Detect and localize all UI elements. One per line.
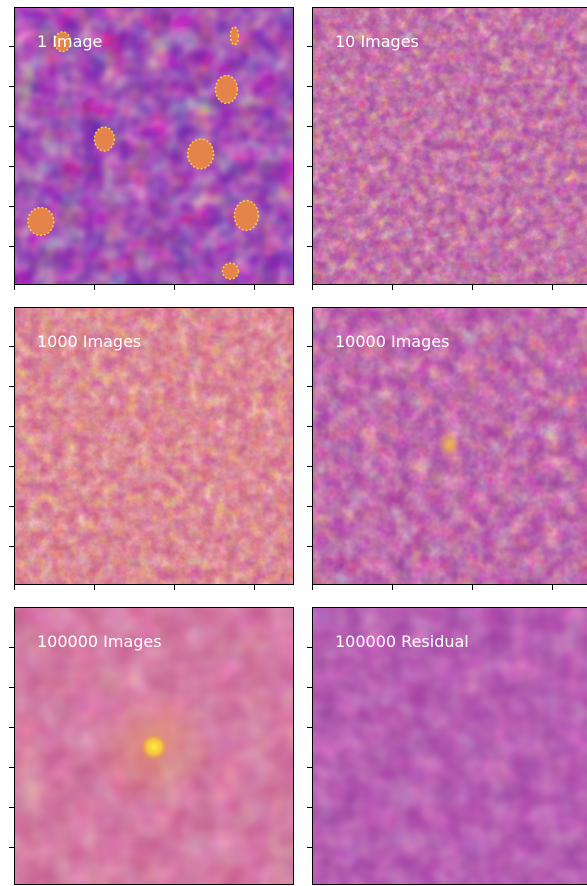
tick — [392, 585, 393, 590]
tick — [9, 506, 14, 507]
tick — [307, 687, 312, 688]
tick — [94, 585, 95, 590]
tick — [392, 285, 393, 290]
tick — [174, 285, 175, 290]
tick — [254, 285, 255, 290]
tick — [9, 546, 14, 547]
tick — [9, 687, 14, 688]
tick — [9, 727, 14, 728]
tick — [174, 585, 175, 590]
tick — [254, 585, 255, 590]
tick — [9, 126, 14, 127]
tick — [9, 166, 14, 167]
tick — [307, 166, 312, 167]
noise-map — [15, 608, 293, 884]
tick — [14, 285, 15, 290]
panel-label: 10 Images — [335, 32, 419, 51]
tick — [307, 246, 312, 247]
tick — [312, 585, 313, 590]
tick — [307, 847, 312, 848]
tick — [307, 126, 312, 127]
noise-map — [313, 608, 587, 884]
tick — [307, 727, 312, 728]
tick — [307, 767, 312, 768]
tick — [9, 466, 14, 467]
panel-label: 10000 Images — [335, 332, 450, 351]
tick — [9, 647, 14, 648]
tick — [307, 206, 312, 207]
source-spots — [27, 26, 259, 280]
tick — [9, 847, 14, 848]
panel-10-images: 10 Images — [312, 7, 587, 285]
panel-label: 1000 Images — [37, 332, 142, 351]
noise-map — [15, 308, 293, 584]
panel-1000-images: 1000 Images — [14, 307, 294, 585]
noise-map — [313, 8, 587, 284]
panel-label: 100000 Images — [37, 632, 162, 651]
tick — [307, 647, 312, 648]
tick — [312, 285, 313, 290]
tick — [9, 807, 14, 808]
tick — [307, 426, 312, 427]
tick — [307, 466, 312, 467]
tick — [14, 585, 15, 590]
tick — [9, 767, 14, 768]
tick — [9, 426, 14, 427]
tick — [552, 285, 553, 290]
tick — [9, 246, 14, 247]
panel-1-image: 1 Image — [14, 7, 294, 285]
tick — [307, 46, 312, 47]
tick — [307, 546, 312, 547]
tick — [307, 386, 312, 387]
panel-label: 100000 Residual — [335, 632, 469, 651]
tick — [9, 46, 14, 47]
tick — [307, 346, 312, 347]
tick — [307, 86, 312, 87]
tick — [9, 206, 14, 207]
noise-map — [313, 308, 587, 584]
tick — [552, 585, 553, 590]
panel-100000-residual: 100000 Residual — [312, 607, 587, 885]
tick — [9, 86, 14, 87]
tick — [307, 807, 312, 808]
tick — [94, 285, 95, 290]
panel-100000-images: 100000 Images — [14, 607, 294, 885]
tick — [9, 386, 14, 387]
panel-label: 1 Image — [37, 32, 103, 51]
noise-map — [15, 8, 293, 284]
tick — [9, 346, 14, 347]
tick — [472, 585, 473, 590]
tick — [472, 285, 473, 290]
panel-10000-images: 10000 Images — [312, 307, 587, 585]
tick — [307, 506, 312, 507]
